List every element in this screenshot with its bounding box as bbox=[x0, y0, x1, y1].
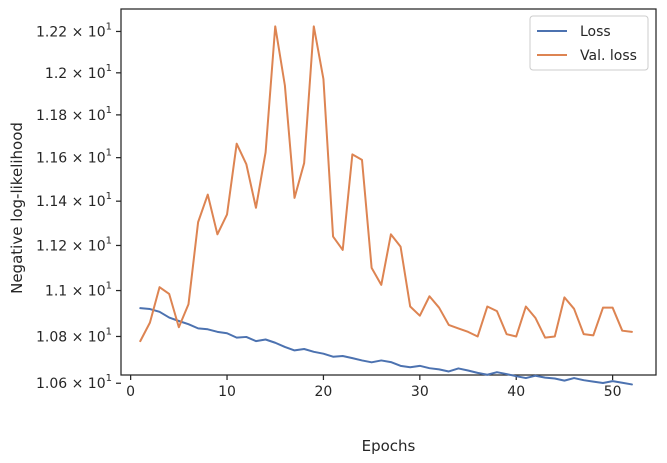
legend-label-loss: Loss bbox=[580, 24, 611, 40]
x-tick-label: 40 bbox=[507, 384, 525, 400]
y-tick-exponent: 1 bbox=[106, 105, 112, 116]
series-line-val-loss bbox=[139, 25, 633, 343]
y-tick-mantissa: 1.1 bbox=[45, 284, 67, 300]
y-tick-exponent: 1 bbox=[106, 191, 112, 202]
x-tick-label: 50 bbox=[604, 384, 622, 400]
y-tick-base: × 10 bbox=[67, 151, 105, 167]
y-tick-exponent: 1 bbox=[106, 148, 112, 159]
y-tick-label: 1.22 × 101 bbox=[36, 21, 112, 40]
y-tick-mantissa: 1.16 bbox=[36, 151, 67, 167]
y-tick-mantissa: 1.08 bbox=[36, 329, 67, 345]
y-tick-exponent: 1 bbox=[106, 63, 112, 74]
y-tick-label: 1.06 × 101 bbox=[36, 373, 112, 392]
y-tick-exponent: 1 bbox=[106, 21, 112, 32]
legend-label-val-loss: Val. loss bbox=[580, 48, 637, 64]
x-axis-ticks: 0 10 20 30 40 50 bbox=[126, 375, 622, 400]
y-tick-exponent: 1 bbox=[106, 281, 112, 292]
y-tick-label: 1.12 × 101 bbox=[36, 235, 112, 254]
y-tick-base: × 10 bbox=[67, 66, 105, 82]
y-tick-mantissa: 1.06 bbox=[36, 376, 67, 392]
legend-box bbox=[529, 15, 649, 71]
y-tick-exponent: 1 bbox=[106, 326, 112, 337]
y-tick-exponent: 1 bbox=[106, 235, 112, 246]
y-axis-label: Negative log-likelihood bbox=[8, 122, 26, 294]
y-tick-base: × 10 bbox=[67, 108, 105, 124]
series-layer bbox=[139, 25, 633, 386]
y-tick-base: × 10 bbox=[67, 376, 105, 392]
y-tick-mantissa: 1.18 bbox=[36, 108, 67, 124]
y-tick-exponent: 1 bbox=[106, 373, 112, 384]
y-tick-base: × 10 bbox=[67, 238, 105, 254]
y-tick-base: × 10 bbox=[67, 284, 105, 300]
y-tick-mantissa: 1.14 bbox=[36, 194, 67, 210]
x-tick-label: 30 bbox=[411, 384, 429, 400]
y-tick-label: 1.18 × 101 bbox=[36, 105, 112, 124]
series-line-loss bbox=[139, 307, 633, 386]
legend: Loss Val. loss bbox=[529, 15, 649, 71]
y-tick-base: × 10 bbox=[67, 24, 105, 40]
y-tick-label: 1.14 × 101 bbox=[36, 191, 112, 210]
y-tick-mantissa: 1.2 bbox=[45, 66, 67, 82]
x-tick-label: 20 bbox=[315, 384, 333, 400]
y-tick-base: × 10 bbox=[67, 329, 105, 345]
x-tick-label: 0 bbox=[126, 384, 135, 400]
y-tick-label: 1.1 × 101 bbox=[45, 281, 112, 300]
y-tick-mantissa: 1.22 bbox=[36, 24, 67, 40]
y-tick-mantissa: 1.12 bbox=[36, 238, 67, 254]
x-axis-label: Epochs bbox=[362, 437, 416, 455]
y-tick-label: 1.16 × 101 bbox=[36, 148, 112, 167]
x-tick-label: 10 bbox=[218, 384, 236, 400]
y-tick-base: × 10 bbox=[67, 194, 105, 210]
y-tick-label: 1.2 × 101 bbox=[45, 63, 112, 82]
y-tick-label: 1.08 × 101 bbox=[36, 326, 112, 345]
